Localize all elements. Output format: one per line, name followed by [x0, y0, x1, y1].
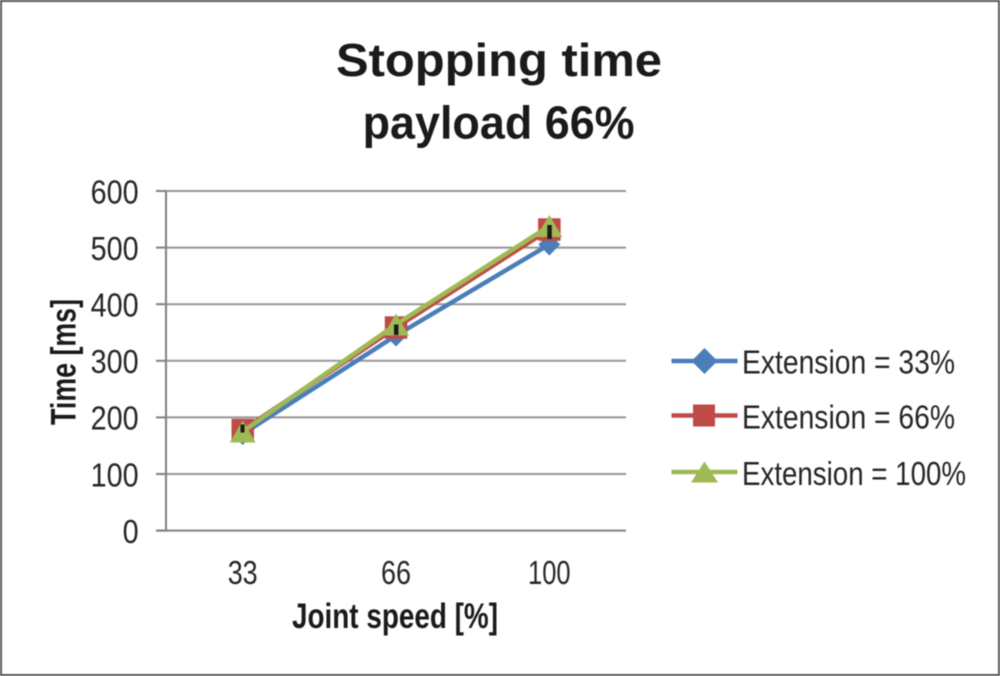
svg-text:400: 400: [91, 287, 139, 324]
svg-text:Extension = 100%: Extension = 100%: [742, 456, 966, 493]
svg-text:600: 600: [91, 173, 139, 210]
svg-text:0: 0: [123, 513, 139, 550]
svg-text:66: 66: [381, 554, 411, 591]
svg-text:Joint speed [%]: Joint speed [%]: [292, 597, 498, 636]
svg-text:200: 200: [91, 400, 139, 437]
svg-text:100: 100: [528, 554, 571, 591]
svg-text:100: 100: [91, 456, 139, 493]
svg-text:Stopping time: Stopping time: [336, 34, 662, 86]
svg-text:500: 500: [91, 230, 139, 267]
svg-text:33: 33: [228, 554, 258, 591]
svg-text:Extension = 66%: Extension = 66%: [742, 400, 955, 437]
svg-text:Time [ms]: Time [ms]: [45, 299, 84, 425]
svg-text:300: 300: [91, 343, 139, 380]
svg-text:Extension = 33%: Extension = 33%: [742, 345, 955, 382]
svg-text:payload 66%: payload 66%: [363, 97, 635, 149]
